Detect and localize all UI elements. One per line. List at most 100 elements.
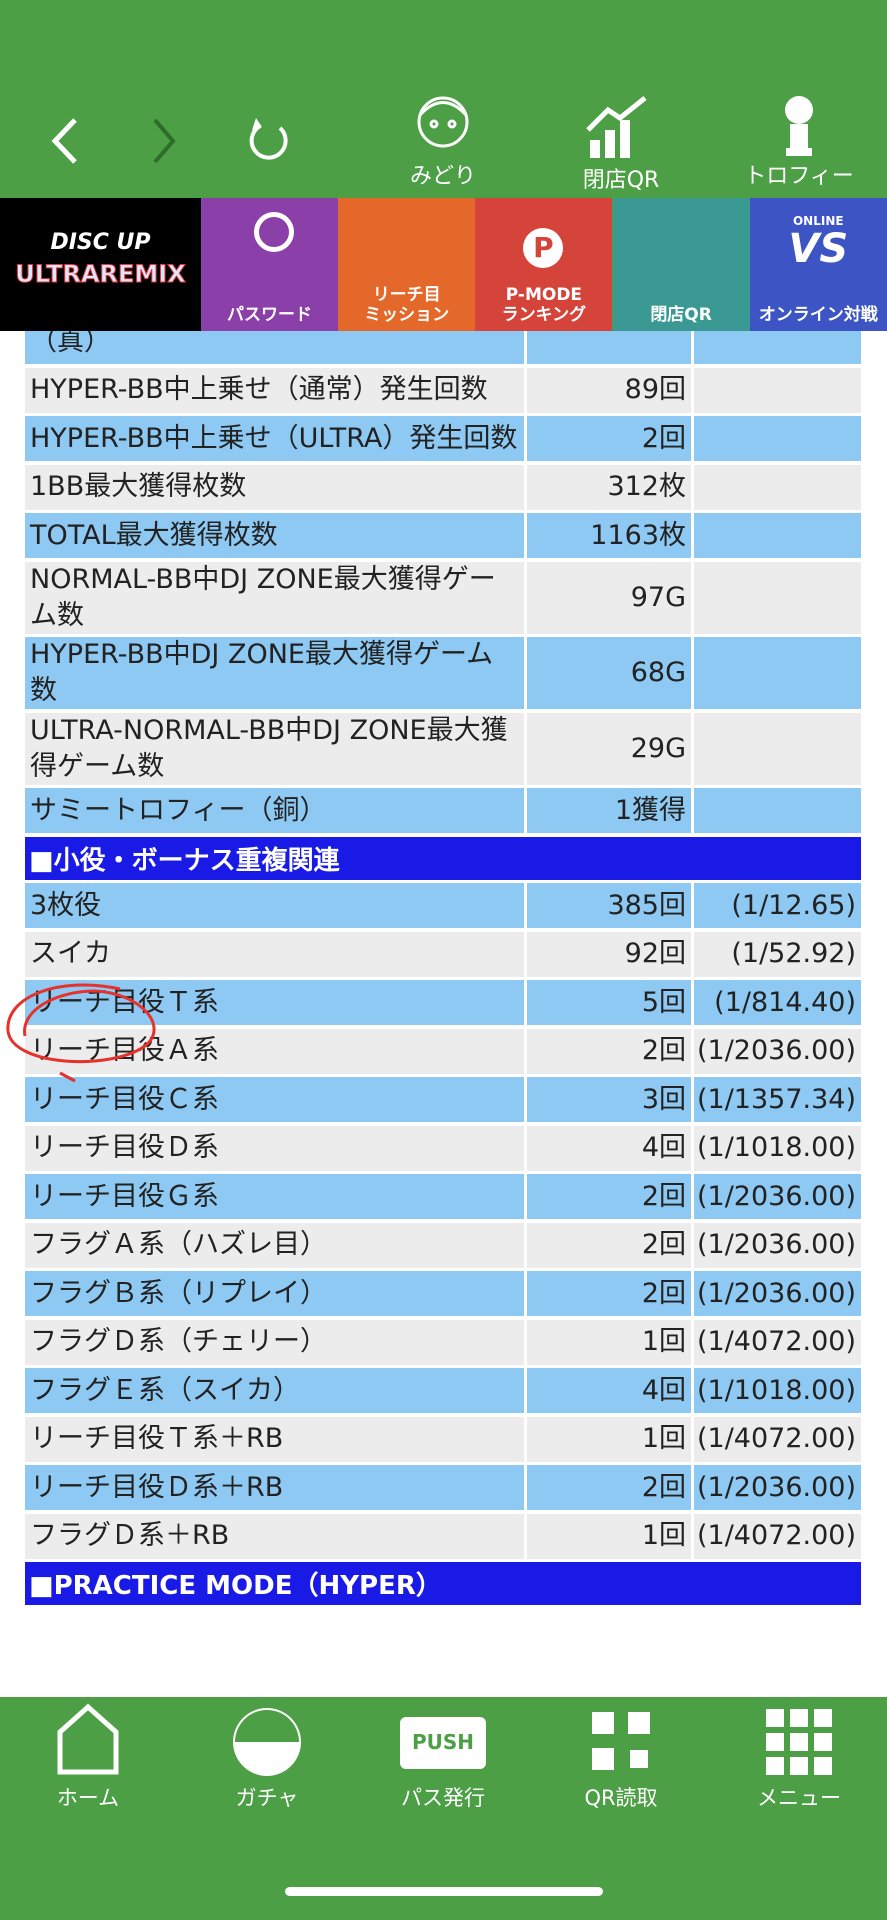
- trophy-icon[interactable]: [785, 96, 813, 156]
- table-row: ULTRA-NORMAL-BB中DJ ZONE最大獲得ゲーム数 29G: [25, 712, 861, 785]
- header-label[interactable]: みどり: [409, 164, 476, 189]
- row-label: HYPER-BB中上乗せ（ULTRA）発生回数: [25, 416, 524, 461]
- table-row: スイカ 92回 (1/52.92): [25, 931, 861, 977]
- row-label: リーチ目役Ｄ系＋RB: [25, 1465, 524, 1510]
- table-row: HYPER-BB中上乗せ（通常）発生回数 89回: [25, 367, 861, 413]
- logo-bottom: ULTRAREMIX: [15, 260, 186, 289]
- row-label: TOTAL最大獲得枚数: [25, 513, 524, 558]
- nav-label-line: 閉店QR: [650, 305, 712, 325]
- row-label: サミートロフィー（銅）: [25, 788, 524, 833]
- badge-main: VS: [788, 226, 849, 272]
- row-label: HYPER-BB中DJ ZONE最大獲得ゲーム数: [25, 637, 524, 709]
- logo[interactable]: DISC UP ULTRAREMIX: [0, 198, 201, 331]
- row-label: スイカ: [25, 931, 524, 977]
- row-label: フラグＡ系（ハズレ目）: [25, 1222, 524, 1268]
- nav-item[interactable]: オンライン対戦 ONLINE VS: [749, 198, 887, 331]
- menu-icon[interactable]: [766, 1709, 832, 1775]
- row-label: フラグＤ系（チェリー）: [25, 1319, 524, 1365]
- row-label: ULTRA-NORMAL-BB中DJ ZONE最大獲得ゲーム数: [25, 712, 524, 785]
- nav-label-line: リーチ目: [372, 285, 441, 305]
- table-row: リーチ目役Ｇ系 2回 (1/2036.00): [25, 1174, 861, 1219]
- nav-item[interactable]: P-MODE ランキング P: [475, 198, 613, 331]
- row-ratio: (1/4072.00): [694, 1319, 861, 1365]
- row-value: 4回: [527, 1125, 691, 1171]
- header-label[interactable]: トロフィー: [744, 164, 854, 189]
- row-value: 29G: [527, 712, 691, 785]
- tab-label[interactable]: ガチャ: [235, 1786, 299, 1810]
- row-label: フラグＥ系（スイカ）: [25, 1368, 524, 1413]
- nav-item[interactable]: パスワード: [201, 198, 338, 331]
- row-value: 2回: [527, 416, 691, 461]
- row-ratio: (1/12.65): [694, 883, 861, 928]
- nav-item[interactable]: リーチ目 ミッション: [338, 198, 476, 331]
- home-icon[interactable]: [57, 1703, 119, 1775]
- gacha-icon[interactable]: [233, 1708, 301, 1776]
- section-heading: ■PRACTICE MODE（HYPER）: [25, 1562, 861, 1605]
- row-value: 3回: [527, 1077, 691, 1122]
- midori-icon[interactable]: [417, 96, 469, 148]
- nav-label-line: パスワード: [227, 305, 312, 325]
- row-value: 1回: [527, 1513, 691, 1559]
- row-ratio: [694, 561, 861, 634]
- nav-label: パスワード: [201, 305, 338, 325]
- table-row: フラグＢ系（リプレイ） 2回 (1/2036.00): [25, 1271, 861, 1316]
- row-value: 1獲得: [527, 788, 691, 833]
- annotation-layer: [6, 983, 156, 1083]
- row-value: 68G: [527, 637, 691, 709]
- row-ratio: (1/2036.00): [694, 1271, 861, 1316]
- row-label: （真）: [25, 331, 524, 364]
- crown-letter: P: [523, 228, 564, 268]
- nav-label: P-MODE ランキング: [475, 285, 612, 325]
- row-value: 92回: [527, 931, 691, 977]
- close-qr-icon[interactable]: [586, 96, 647, 158]
- row-ratio: [694, 464, 861, 510]
- row-value: 2回: [527, 1465, 691, 1510]
- table-row: リーチ目役Ｄ系＋RB 2回 (1/2036.00): [25, 1465, 861, 1510]
- row-ratio: [694, 513, 861, 558]
- nav-label-line: オンライン対戦: [758, 305, 878, 325]
- tab-label[interactable]: ホーム: [56, 1786, 120, 1810]
- row-ratio: (1/1357.34): [694, 1077, 861, 1122]
- row-value: 1回: [527, 1416, 691, 1462]
- section-heading: ■小役・ボーナス重複関連: [25, 836, 861, 880]
- table-row: サミートロフィー（銅） 1獲得: [25, 788, 861, 833]
- nav-item[interactable]: 閉店QR: [612, 198, 750, 331]
- row-ratio: [694, 637, 861, 709]
- logo-top: DISC UP: [50, 230, 151, 255]
- row-label: リーチ目役Ａ系: [25, 1028, 524, 1074]
- table-row: リーチ目役Ｃ系 3回 (1/1357.34): [25, 1077, 861, 1122]
- tab-label[interactable]: QR読取: [584, 1786, 658, 1810]
- header-label[interactable]: 閉店QR: [582, 168, 660, 193]
- qr-icon[interactable]: [592, 1712, 650, 1770]
- red-circle-annotation: [6, 983, 156, 1083]
- row-ratio: [694, 331, 861, 364]
- row-ratio: (1/4072.00): [694, 1513, 861, 1559]
- row-value: 89回: [527, 367, 691, 413]
- pass-icon[interactable]: [400, 1717, 486, 1769]
- row-ratio: [694, 416, 861, 461]
- row-label: リーチ目役Ｃ系: [25, 1077, 524, 1122]
- row-label: フラグＢ系（リプレイ）: [25, 1271, 524, 1316]
- row-value: 5回: [527, 980, 691, 1025]
- reload-button[interactable]: [249, 124, 288, 160]
- back-button[interactable]: [51, 118, 77, 164]
- forward-button[interactable]: [153, 118, 176, 164]
- nav-label-line: ミッション: [364, 305, 450, 325]
- table-row: 1BB最大獲得枚数 312枚: [25, 464, 861, 510]
- table-row: フラグＡ系（ハズレ目） 2回 (1/2036.00): [25, 1222, 861, 1268]
- row-label: NORMAL-BB中DJ ZONE最大獲得ゲーム数: [25, 561, 524, 634]
- table-row: フラグＥ系（スイカ） 4回 (1/1018.00): [25, 1368, 861, 1413]
- tab-label[interactable]: パス発行: [401, 1786, 485, 1810]
- data-table: （真） HYPER-BB中上乗せ（通常）発生回数 89回 HYPER-BB中上乗せ（U…: [25, 331, 861, 1605]
- tabbar-icons: PUSH: [57, 1703, 832, 1896]
- row-label: HYPER-BB中上乗せ（通常）発生回数: [25, 367, 524, 413]
- key-icon: [254, 212, 294, 252]
- row-ratio: [694, 788, 861, 833]
- row-value: 2回: [527, 1222, 691, 1268]
- table-row: リーチ目役Ｔ系＋RB 1回 (1/4072.00): [25, 1416, 861, 1462]
- row-label: リーチ目役Ｔ系＋RB: [25, 1416, 524, 1462]
- content: （真） HYPER-BB中上乗せ（通常）発生回数 89回 HYPER-BB中上乗せ（U…: [0, 331, 887, 1697]
- row-ratio: [694, 367, 861, 413]
- push-label: PUSH: [412, 1730, 474, 1754]
- tab-label[interactable]: メニュー: [757, 1786, 841, 1810]
